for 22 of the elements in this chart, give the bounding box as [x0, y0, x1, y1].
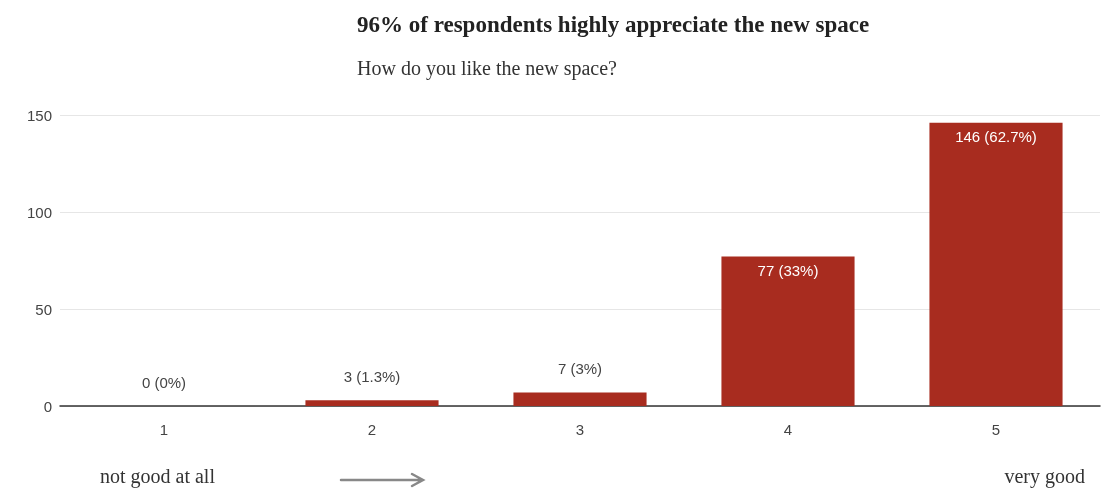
y-tick-label: 100 — [26, 203, 52, 221]
x-tick-label: 1 — [159, 421, 169, 438]
x-tick-label: 5 — [991, 421, 1001, 438]
data-label: 146 (62.7%) — [955, 127, 1037, 145]
bar — [721, 256, 855, 406]
data-label: 7 (3%) — [557, 360, 603, 378]
x-tick-label: 3 — [575, 421, 585, 438]
text: very good — [1004, 465, 1086, 488]
data-label: 0 (0%) — [141, 374, 187, 391]
x-tick-label: 4 — [783, 421, 793, 438]
y-tick-label: 50 — [35, 300, 52, 318]
bar — [929, 122, 1063, 406]
x-tick-label: 2 — [367, 421, 377, 438]
y-tick-label: 150 — [26, 106, 52, 124]
y-tick-label: 0 — [43, 397, 52, 415]
bar — [305, 400, 439, 406]
chart-title: 96% of respondents highly appreciate the new space — [357, 12, 870, 37]
data-label: 3 (1.3%) — [343, 368, 401, 386]
bar — [513, 392, 647, 406]
data-label: 77 (33%) — [757, 261, 819, 279]
text: not good at all — [100, 465, 216, 488]
chart-subtitle: How do you like the new space? — [357, 57, 618, 80]
